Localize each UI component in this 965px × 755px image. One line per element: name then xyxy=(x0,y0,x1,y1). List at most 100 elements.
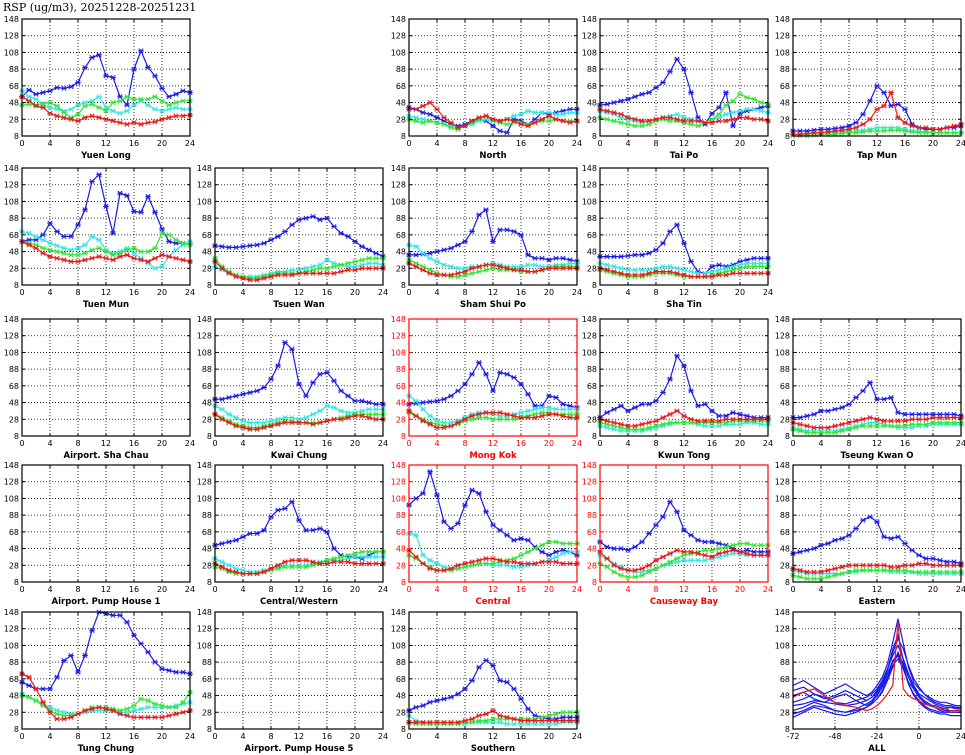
series-red-3 xyxy=(406,547,580,573)
data-point xyxy=(47,247,53,253)
y-tick-label: 88 xyxy=(396,511,406,520)
data-point xyxy=(625,408,631,414)
data-point xyxy=(366,265,372,271)
data-point xyxy=(159,252,165,258)
data-point xyxy=(366,406,372,412)
y-tick-label: 68 xyxy=(780,528,790,537)
data-point xyxy=(282,420,288,426)
x-tick-label: 8 xyxy=(846,585,851,594)
data-point xyxy=(226,270,232,276)
data-point xyxy=(145,714,151,720)
data-point xyxy=(413,704,419,710)
data-point xyxy=(483,262,489,268)
data-point xyxy=(110,108,116,114)
panel-title: Tsuen Wan xyxy=(273,300,324,310)
data-point xyxy=(751,416,757,422)
data-point xyxy=(145,120,151,126)
data-point xyxy=(117,110,123,116)
data-point xyxy=(219,265,225,271)
data-point xyxy=(82,64,88,71)
data-point xyxy=(618,572,624,578)
data-point xyxy=(54,716,60,722)
data-point xyxy=(737,115,743,121)
data-point xyxy=(930,420,936,426)
x-tick-label: 12 xyxy=(294,585,304,594)
x-tick-label: 0 xyxy=(19,288,24,297)
data-point xyxy=(490,262,496,268)
data-point xyxy=(632,574,638,580)
data-point xyxy=(26,94,32,100)
y-tick-label: 148 xyxy=(4,608,19,617)
y-tick-label: 28 xyxy=(9,115,19,124)
data-point xyxy=(441,262,447,268)
data-point xyxy=(867,98,873,104)
data-point xyxy=(420,267,426,273)
data-point xyxy=(625,423,631,429)
data-point xyxy=(226,567,232,573)
x-tick-label: 8 xyxy=(462,288,467,297)
data-point xyxy=(818,542,824,548)
data-point xyxy=(138,121,144,127)
data-point xyxy=(54,711,60,717)
data-point xyxy=(518,718,524,724)
y-tick-label: 68 xyxy=(780,382,790,391)
data-point xyxy=(75,111,81,117)
y-tick-label: 128 xyxy=(391,478,406,487)
data-point xyxy=(909,416,915,422)
data-point xyxy=(152,106,158,112)
data-point xyxy=(874,567,880,573)
x-tick-label: 24 xyxy=(572,139,582,148)
data-point xyxy=(639,123,645,129)
data-point xyxy=(846,426,852,432)
data-point xyxy=(159,85,165,91)
data-point xyxy=(730,116,736,122)
data-point xyxy=(930,569,936,575)
x-tick-label: 12 xyxy=(872,585,882,594)
data-point xyxy=(233,423,239,429)
data-point xyxy=(289,222,295,228)
data-point xyxy=(233,569,239,575)
data-point xyxy=(702,418,708,424)
data-point xyxy=(483,718,489,724)
data-point xyxy=(338,388,344,394)
data-point xyxy=(611,546,617,552)
data-point xyxy=(254,530,260,537)
gridlines xyxy=(215,168,383,285)
data-point xyxy=(345,415,351,421)
data-point xyxy=(797,574,803,580)
series-red-3 xyxy=(597,547,771,573)
data-point xyxy=(518,552,524,558)
data-point xyxy=(110,257,116,263)
data-point xyxy=(462,238,468,245)
data-point xyxy=(737,541,743,547)
x-tick-label: 12 xyxy=(488,288,498,297)
data-point xyxy=(448,719,454,725)
data-point xyxy=(240,391,246,397)
x-tick-label: 20 xyxy=(157,732,167,741)
data-point xyxy=(131,208,137,215)
x-tick-label: 20 xyxy=(735,585,745,594)
data-point xyxy=(723,549,729,555)
y-tick-label: 88 xyxy=(396,214,406,223)
series-red-3 xyxy=(212,411,386,432)
data-point xyxy=(455,265,461,271)
data-point xyxy=(667,551,673,557)
data-point xyxy=(254,571,260,577)
data-point xyxy=(660,514,666,520)
data-point xyxy=(75,252,81,258)
data-point xyxy=(937,415,943,421)
x-tick-label: 8 xyxy=(268,585,273,594)
data-point xyxy=(289,557,295,563)
data-point xyxy=(40,105,46,111)
data-point xyxy=(618,403,624,409)
y-tick-label: 128 xyxy=(391,625,406,634)
data-point xyxy=(338,269,344,275)
x-tick-label: -24 xyxy=(870,732,883,741)
data-point xyxy=(103,249,109,255)
series-blue-0 xyxy=(597,222,771,276)
data-point xyxy=(895,423,901,429)
data-point xyxy=(902,418,908,424)
data-point xyxy=(152,94,158,100)
data-point xyxy=(180,106,186,112)
